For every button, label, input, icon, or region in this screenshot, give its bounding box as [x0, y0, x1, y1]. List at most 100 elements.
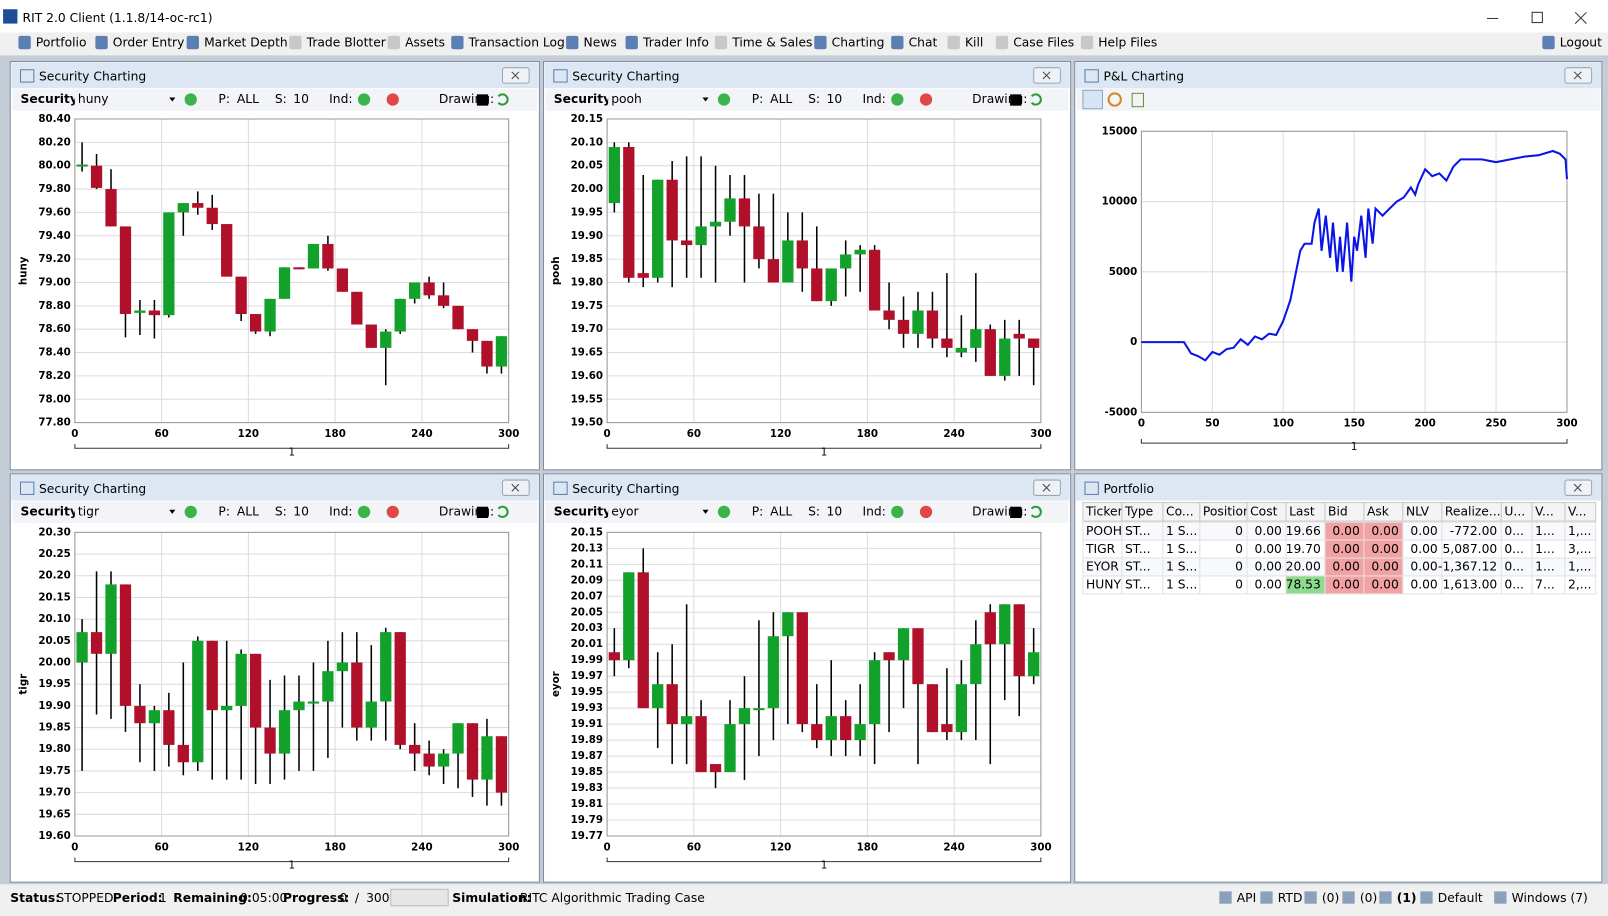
table-header[interactable]: Bid [1328, 504, 1348, 518]
drawing-color[interactable] [476, 506, 489, 519]
menu-item[interactable]: Order Entry [113, 36, 185, 50]
menu-item[interactable]: Logout [1560, 36, 1602, 50]
undo-button[interactable] [497, 505, 509, 518]
plot-frame [1140, 130, 1568, 413]
menu-item[interactable]: Trade Blotter [306, 36, 387, 50]
y-tick-label: 19.77 [571, 830, 603, 842]
menu-item[interactable]: Transaction Log [468, 36, 565, 50]
status-windows[interactable]: Windows (7) [1512, 891, 1588, 905]
panel-close-x[interactable] [1573, 483, 1582, 492]
close-window-button[interactable] [1574, 11, 1587, 24]
menu-item[interactable]: Chat [909, 36, 938, 50]
maximize-button[interactable] [1531, 11, 1543, 24]
dropdown-arrow[interactable] [702, 509, 709, 514]
security-value[interactable]: eyor [611, 504, 639, 518]
add-button[interactable] [184, 505, 197, 519]
table-header[interactable]: Realize... [1445, 504, 1501, 518]
menu-item[interactable]: Market Depth [204, 36, 288, 50]
ind-add[interactable] [891, 93, 904, 106]
period-value[interactable]: ALL [770, 504, 792, 518]
drawing-color[interactable] [1010, 506, 1022, 519]
menu-item[interactable]: Time & Sales [731, 36, 812, 50]
undo-button[interactable] [1030, 93, 1042, 106]
step-value[interactable]: 10 [293, 92, 309, 106]
period-value[interactable]: ALL [237, 92, 259, 106]
drawing-color[interactable] [476, 94, 489, 106]
dropdown-arrow[interactable] [169, 509, 176, 514]
export[interactable] [1131, 92, 1144, 108]
add-button[interactable] [717, 93, 731, 106]
table-cell-text[interactable]: EYOR [1086, 560, 1119, 574]
menu-item[interactable]: Case Files [1013, 36, 1074, 50]
menu-item[interactable]: Trader Info [642, 36, 709, 50]
menu-item[interactable]: News [584, 36, 617, 50]
candle-body [999, 604, 1011, 645]
table-header[interactable]: V... [1535, 504, 1554, 518]
y-tick-label: 20.15 [571, 526, 603, 538]
table-header[interactable]: V... [1568, 504, 1587, 518]
table-header[interactable]: Ask [1367, 504, 1390, 518]
ind-remove[interactable] [919, 505, 933, 519]
ind-add[interactable] [891, 505, 904, 519]
security-value[interactable]: tigr [78, 504, 100, 518]
panel-icon [19, 481, 35, 495]
table-cell-text[interactable]: HUNY [1086, 578, 1121, 592]
panel-close-x[interactable] [511, 71, 520, 80]
add-button[interactable] [717, 505, 731, 519]
table-header[interactable]: Co... [1166, 504, 1194, 518]
status-layout[interactable]: Default [1438, 891, 1483, 905]
menu-item[interactable]: Charting [832, 36, 885, 50]
candle-body [336, 268, 349, 292]
table-header[interactable]: U... [1504, 504, 1525, 518]
security-select[interactable] [74, 502, 178, 522]
security-value[interactable]: huny [78, 92, 109, 106]
status-api[interactable]: API [1237, 891, 1256, 905]
add-button[interactable] [184, 93, 197, 106]
status-count-a[interactable]: (0) [1322, 891, 1339, 905]
ind-add[interactable] [357, 505, 371, 519]
period-value[interactable]: ALL [770, 92, 792, 106]
step-value[interactable]: 10 [293, 504, 309, 518]
candle-body [724, 724, 736, 773]
table-header[interactable]: Ticker [1085, 504, 1124, 518]
drawing-color[interactable] [1010, 94, 1022, 106]
table-header[interactable]: NLV [1406, 504, 1430, 518]
status-icon [1342, 891, 1355, 904]
ind-remove[interactable] [386, 93, 399, 106]
table-header[interactable]: Position [1203, 504, 1251, 518]
ind-add[interactable] [357, 93, 371, 106]
ind-remove[interactable] [386, 505, 399, 519]
ind-remove[interactable] [919, 93, 933, 106]
menu-item[interactable]: Kill [965, 36, 983, 50]
x-tick-label: 180 [857, 841, 878, 853]
table-header[interactable]: Last [1289, 504, 1315, 518]
status-count-c[interactable]: (1) [1397, 891, 1417, 905]
dropdown-arrow[interactable] [702, 97, 709, 102]
panel-close-x[interactable] [1042, 483, 1051, 492]
zoom-out[interactable] [1107, 92, 1122, 107]
security-select[interactable] [608, 90, 711, 109]
period-value[interactable]: ALL [237, 504, 259, 518]
security-value[interactable]: pooh [611, 92, 642, 106]
menu-item[interactable]: Help Files [1098, 36, 1157, 50]
security-select[interactable] [608, 502, 711, 522]
panel-close-x[interactable] [1042, 71, 1051, 80]
status-count-b[interactable]: (0) [1360, 891, 1377, 905]
candle-body [652, 179, 664, 278]
step-value[interactable]: 10 [827, 504, 843, 518]
security-select[interactable] [74, 90, 178, 109]
table-header[interactable]: Type [1124, 504, 1153, 518]
dropdown-arrow[interactable] [169, 97, 176, 102]
undo-button[interactable] [1030, 505, 1042, 518]
menu-item[interactable]: Assets [405, 36, 445, 50]
status-rtd[interactable]: RTD [1278, 891, 1303, 905]
table-header[interactable]: Cost [1250, 504, 1278, 518]
panel-close-x[interactable] [1573, 71, 1582, 80]
table-cell-text[interactable]: POOH [1086, 524, 1122, 538]
step-value[interactable]: 10 [827, 92, 843, 106]
undo-button[interactable] [497, 93, 509, 106]
panel-close-x[interactable] [511, 483, 520, 492]
table-cell-text[interactable]: TIGR [1085, 542, 1116, 556]
zoom-in[interactable] [1082, 89, 1103, 110]
menu-item[interactable]: Portfolio [36, 36, 87, 50]
